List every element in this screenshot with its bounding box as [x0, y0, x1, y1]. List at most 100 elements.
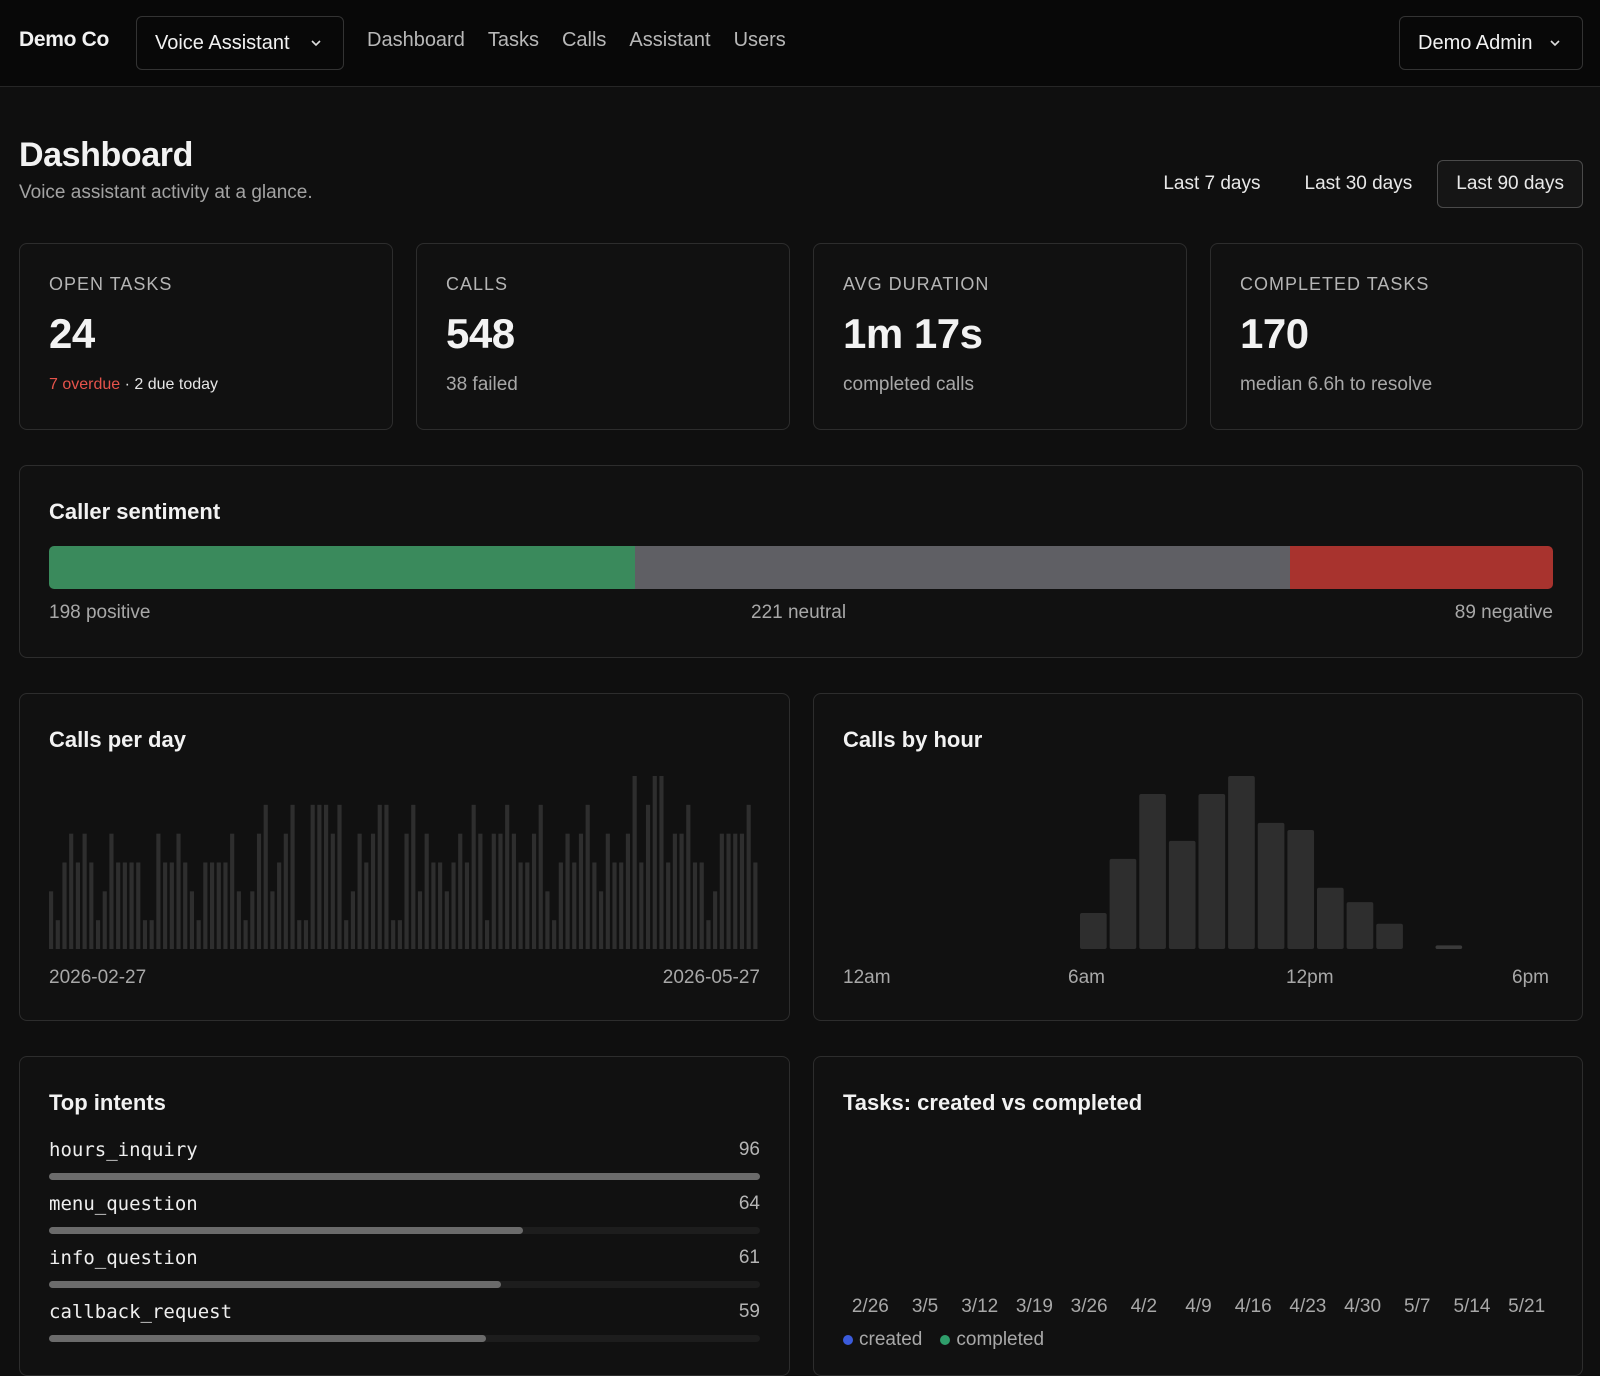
- calls-per-day-bar[interactable]: [444, 891, 449, 949]
- calls-per-day-bar[interactable]: [75, 862, 80, 950]
- calls-per-day-bar[interactable]: [525, 862, 530, 950]
- calls-per-day-bar[interactable]: [55, 920, 60, 949]
- calls-per-day-bar[interactable]: [149, 920, 154, 949]
- calls-per-day-bar[interactable]: [176, 833, 181, 949]
- calls-per-day-bar[interactable]: [142, 920, 148, 949]
- calls-per-day-bar[interactable]: [109, 833, 114, 949]
- calls-per-day-bar[interactable]: [411, 804, 416, 949]
- calls-per-day-bar[interactable]: [230, 833, 235, 949]
- calls-per-day-bar[interactable]: [391, 920, 396, 949]
- calls-per-day-bar[interactable]: [438, 862, 443, 950]
- calls-per-day-bar[interactable]: [672, 833, 677, 949]
- calls-per-day-bar[interactable]: [585, 804, 590, 949]
- range-7-days[interactable]: Last 7 days: [1163, 173, 1261, 194]
- calls-per-day-bar[interactable]: [277, 862, 282, 950]
- calls-per-day-bar[interactable]: [458, 833, 463, 949]
- calls-per-day-bar[interactable]: [163, 862, 168, 950]
- calls-per-day-bar[interactable]: [645, 804, 651, 949]
- calls-per-day-bar[interactable]: [290, 804, 295, 949]
- calls-per-day-bar[interactable]: [82, 833, 87, 949]
- calls-per-day-bar[interactable]: [431, 862, 436, 950]
- calls-per-day-bar[interactable]: [263, 804, 268, 949]
- calls-per-day-bar[interactable]: [384, 804, 389, 949]
- calls-by-hour-bar[interactable]: [1198, 794, 1226, 949]
- calls-per-day-bar[interactable]: [558, 862, 563, 950]
- calls-per-day-bar[interactable]: [652, 776, 657, 949]
- calls-per-day-bar[interactable]: [69, 833, 74, 949]
- nav-users[interactable]: Users: [733, 29, 786, 51]
- calls-per-day-bar[interactable]: [330, 833, 335, 949]
- calls-per-day-bar[interactable]: [511, 833, 516, 949]
- app-selector[interactable]: Voice Assistant: [136, 16, 344, 70]
- calls-per-day-bar[interactable]: [471, 804, 476, 949]
- calls-per-day-bar[interactable]: [250, 891, 255, 949]
- calls-by-hour-bar[interactable]: [1139, 794, 1166, 949]
- calls-per-day-bar[interactable]: [397, 920, 402, 949]
- calls-per-day-bar[interactable]: [545, 891, 550, 949]
- calls-per-day-bar[interactable]: [625, 833, 631, 949]
- calls-per-day-bar[interactable]: [713, 891, 718, 949]
- calls-by-hour-bar[interactable]: [1080, 912, 1107, 949]
- calls-per-day-bar[interactable]: [62, 862, 67, 950]
- range-90-days[interactable]: Last 90 days: [1437, 160, 1583, 208]
- calls-per-day-bar[interactable]: [189, 891, 195, 949]
- calls-per-day-bar[interactable]: [552, 920, 557, 949]
- calls-per-day-bar[interactable]: [310, 804, 315, 949]
- calls-by-hour-bar[interactable]: [1109, 858, 1137, 949]
- calls-per-day-bar[interactable]: [659, 776, 664, 949]
- calls-per-day-bar[interactable]: [518, 862, 523, 950]
- calls-per-day-bar[interactable]: [209, 862, 215, 950]
- calls-per-day-bar[interactable]: [156, 833, 161, 949]
- intent-row[interactable]: info_question 61: [49, 1247, 760, 1288]
- calls-per-day-bar[interactable]: [183, 862, 188, 950]
- intent-row[interactable]: hours_inquiry 96: [49, 1139, 760, 1180]
- calls-per-day-bar[interactable]: [243, 920, 248, 949]
- calls-per-day-bar[interactable]: [538, 804, 543, 949]
- calls-per-day-bar[interactable]: [324, 804, 329, 949]
- calls-per-day-bar[interactable]: [531, 833, 537, 949]
- calls-per-day-bar[interactable]: [404, 833, 409, 949]
- calls-per-day-bar[interactable]: [357, 833, 362, 949]
- calls-per-day-bar[interactable]: [491, 833, 496, 949]
- nav-assistant[interactable]: Assistant: [629, 29, 711, 51]
- nav-calls[interactable]: Calls: [561, 29, 607, 51]
- calls-per-day-bar[interactable]: [116, 862, 121, 950]
- calls-per-day-bar[interactable]: [578, 833, 584, 949]
- calls-per-day-bar[interactable]: [505, 804, 510, 949]
- calls-per-day-bar[interactable]: [686, 804, 691, 949]
- intent-row[interactable]: menu_question 64: [49, 1193, 760, 1234]
- calls-per-day-bar[interactable]: [692, 862, 698, 950]
- calls-per-day-bar[interactable]: [417, 891, 423, 949]
- calls-per-day-bar[interactable]: [370, 833, 376, 949]
- calls-by-hour-bar[interactable]: [1435, 945, 1463, 949]
- calls-per-day-bar[interactable]: [49, 891, 54, 949]
- calls-per-day-bar[interactable]: [270, 891, 275, 949]
- calls-per-day-bar[interactable]: [169, 862, 174, 950]
- calls-per-day-bar[interactable]: [136, 862, 141, 950]
- calls-per-day-bar[interactable]: [297, 920, 302, 949]
- calls-per-day-bar[interactable]: [223, 862, 228, 950]
- calls-per-day-bar[interactable]: [216, 862, 221, 950]
- calls-per-day-bar[interactable]: [565, 833, 570, 949]
- calls-by-hour-bar[interactable]: [1228, 776, 1255, 949]
- calls-per-day-bar[interactable]: [451, 862, 456, 950]
- calls-per-day-bar[interactable]: [733, 833, 738, 949]
- calls-per-day-bar[interactable]: [283, 833, 288, 949]
- calls-by-hour-bar[interactable]: [1346, 902, 1374, 949]
- calls-per-day-bar[interactable]: [666, 862, 671, 950]
- calls-per-day-bar[interactable]: [317, 804, 322, 949]
- calls-per-day-bar[interactable]: [129, 862, 134, 950]
- calls-per-day-bar[interactable]: [746, 804, 751, 949]
- calls-per-day-bar[interactable]: [95, 920, 101, 949]
- calls-per-day-bar[interactable]: [605, 833, 610, 949]
- calls-per-day-bar[interactable]: [203, 862, 208, 950]
- calls-per-day-bar[interactable]: [706, 920, 711, 949]
- calls-per-day-bar[interactable]: [196, 920, 201, 949]
- calls-per-day-bar[interactable]: [256, 833, 262, 949]
- nav-tasks[interactable]: Tasks: [487, 29, 539, 51]
- user-menu[interactable]: Demo Admin: [1399, 16, 1583, 70]
- calls-per-day-bar[interactable]: [337, 804, 342, 949]
- calls-by-hour-bar[interactable]: [1168, 840, 1196, 949]
- calls-by-hour-bar[interactable]: [1287, 830, 1315, 949]
- calls-per-day-bar[interactable]: [377, 804, 382, 949]
